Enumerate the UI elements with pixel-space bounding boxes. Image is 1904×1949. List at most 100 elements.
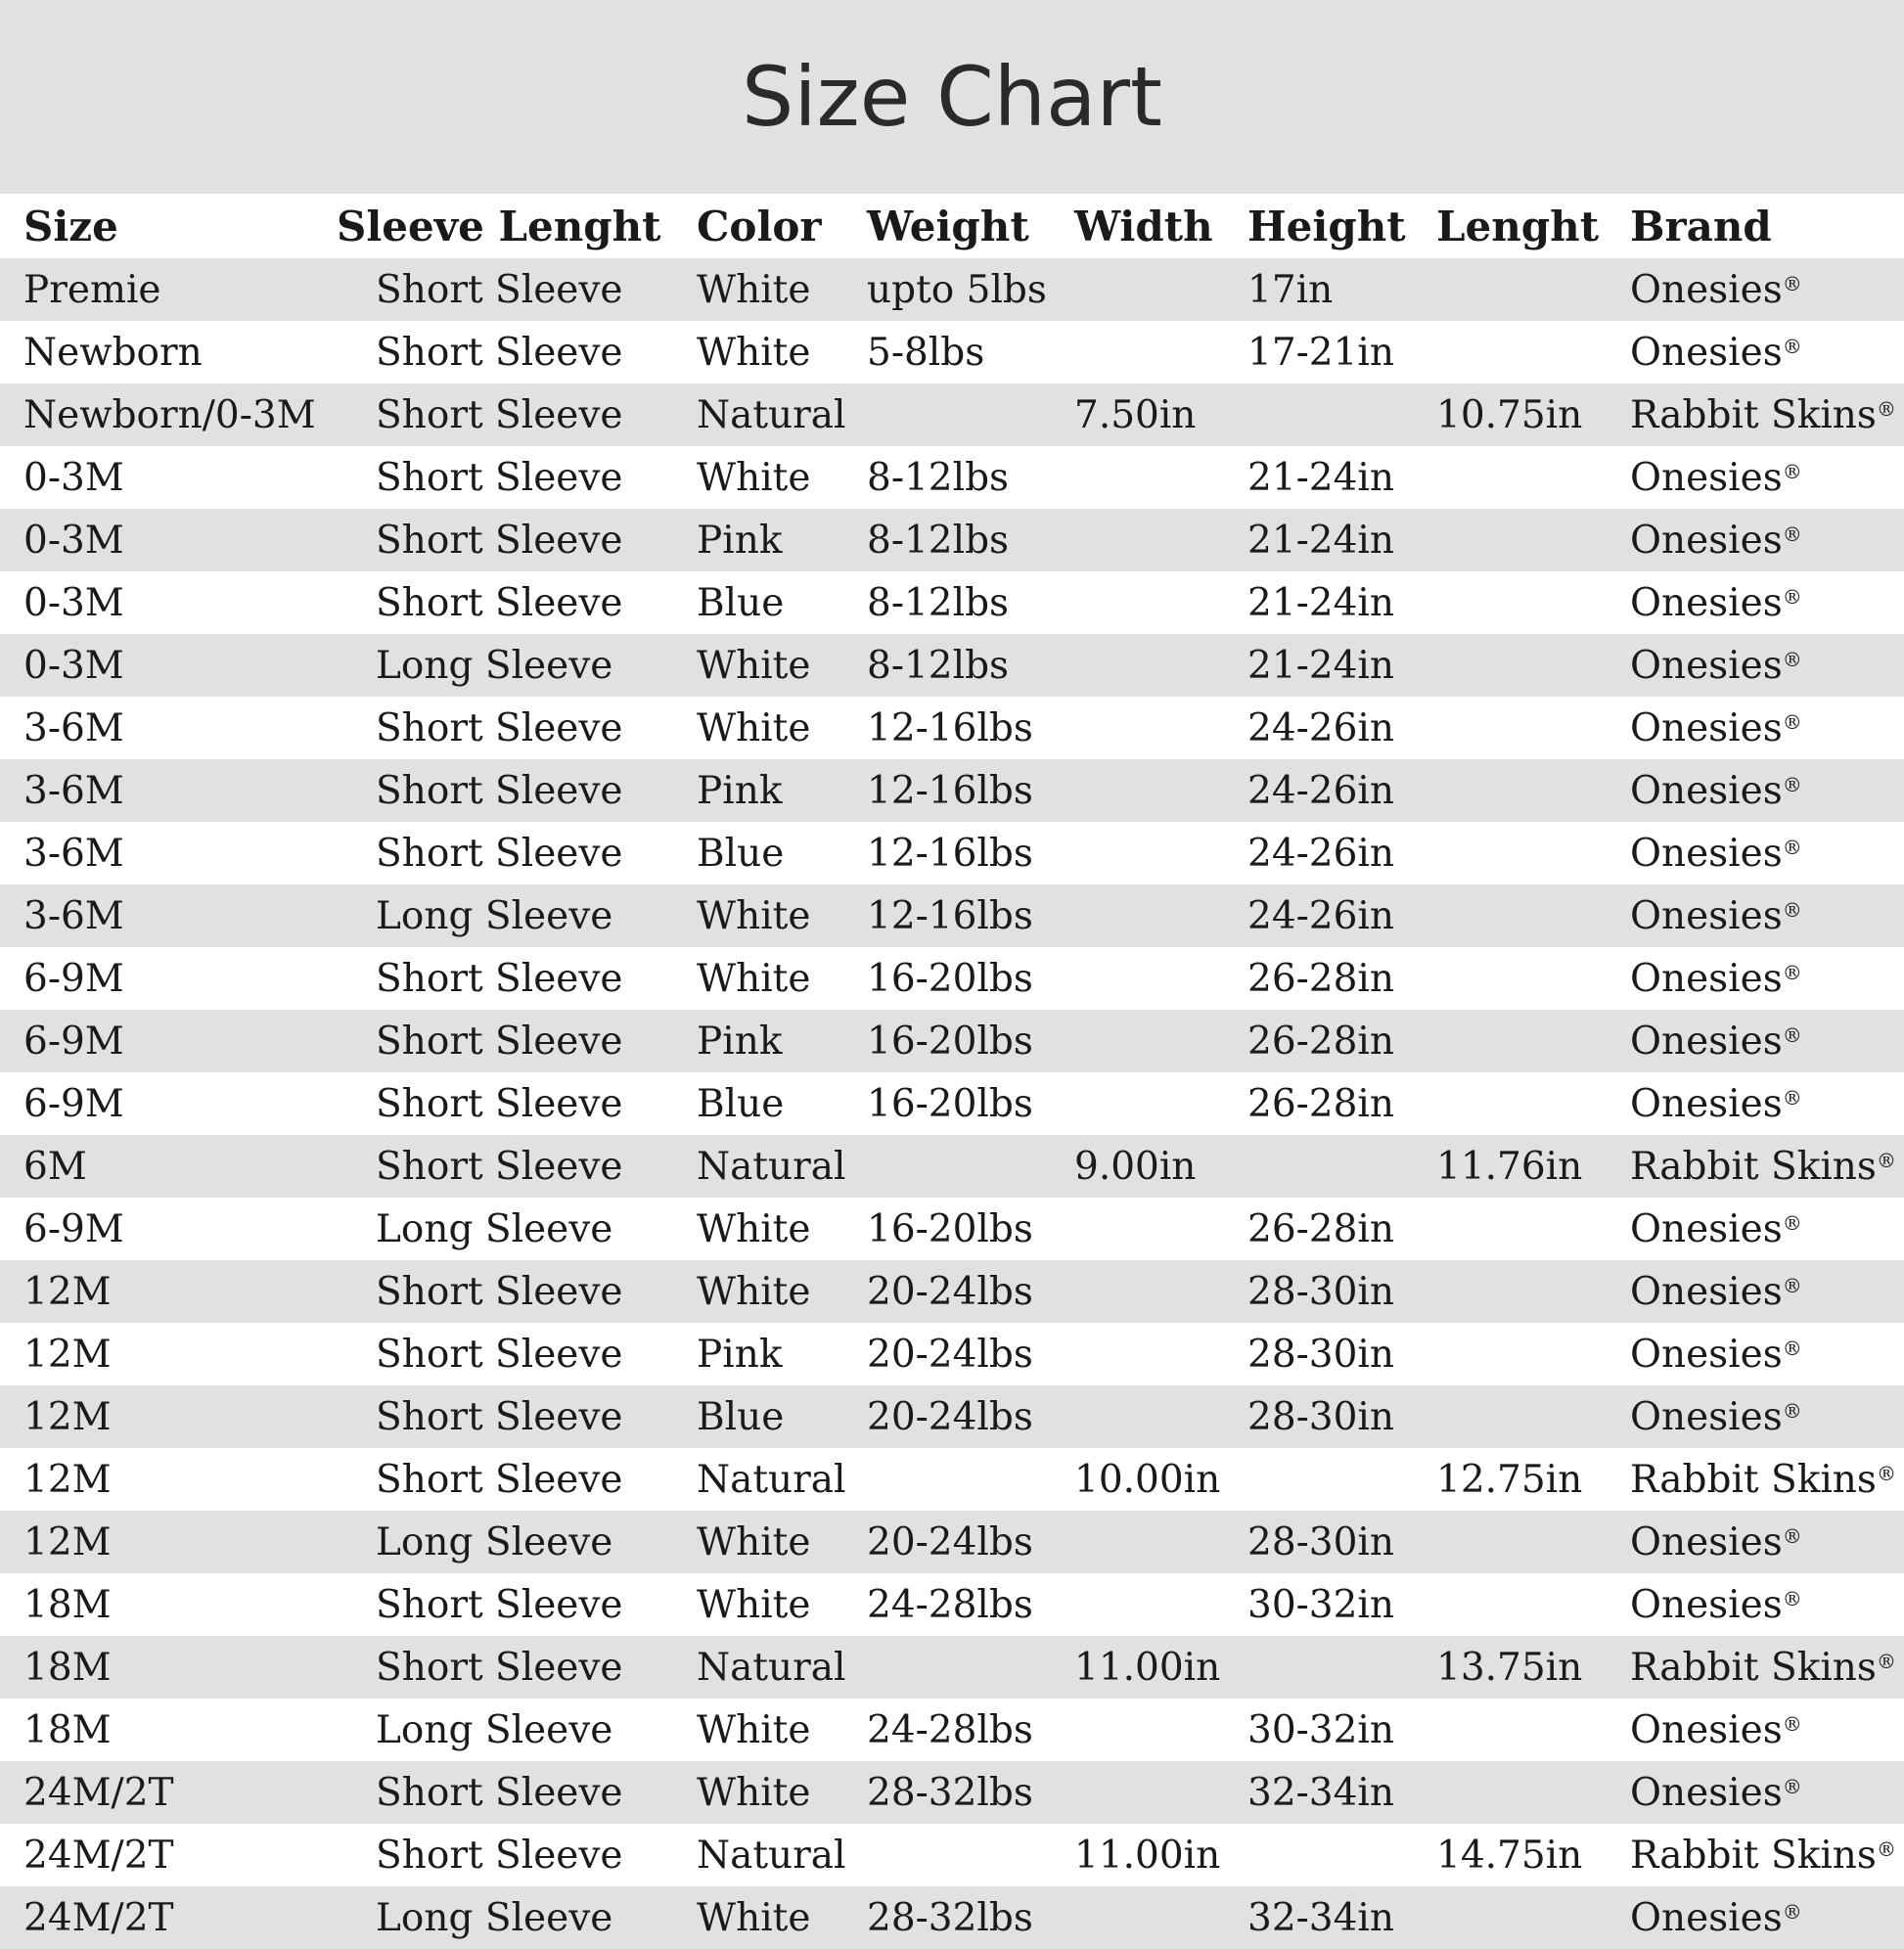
cell-text: 20-24lbs — [867, 1269, 1033, 1314]
table-cell: Onesies ® — [1630, 634, 1802, 697]
table-cell: 6-9M — [23, 947, 124, 1010]
table-row: 24M/2T Short Sleeve White 28-32lbs 32-34in On… — [0, 1761, 1904, 1824]
table-cell: White — [697, 1761, 810, 1824]
table-cell: Short Sleeve — [376, 1385, 623, 1448]
cell-text: Natural — [697, 1645, 846, 1690]
table-cell: 18M — [23, 1573, 112, 1636]
table-cell: 32-34in — [1247, 1886, 1394, 1949]
cell-text: 3-6M — [23, 831, 124, 876]
table-cell: Long Sleeve — [376, 1198, 612, 1260]
cell-text: Short Sleeve — [376, 518, 623, 563]
cell-text: 7.50in — [1074, 392, 1197, 437]
cell-text: 24M/2T — [23, 1770, 174, 1815]
cell-text: upto 5lbs — [867, 267, 1047, 312]
cell-text: Short Sleeve — [376, 831, 623, 876]
registered-mark: ® — [1782, 1086, 1802, 1110]
table-cell: Onesies ® — [1630, 509, 1802, 571]
table-cell: 24-26in — [1247, 697, 1394, 759]
cell-text: 17-21in — [1247, 330, 1395, 375]
column-header: Sleeve Lenght — [337, 202, 661, 250]
cell-text: 6-9M — [23, 1081, 124, 1126]
cell-text: Short Sleeve — [376, 1394, 623, 1439]
cell-text: Onesies — [1630, 330, 1783, 375]
cell-text: Onesies — [1630, 1332, 1783, 1377]
table-cell: Long Sleeve — [376, 634, 612, 697]
table-cell: 0-3M — [23, 571, 124, 634]
table-row: 24M/2T Long Sleeve White 28-32lbs 32-34in One… — [0, 1886, 1904, 1949]
registered-mark: ® — [1876, 1650, 1896, 1673]
table-cell: 24-26in — [1247, 822, 1394, 884]
table-cell: Blue — [697, 1385, 784, 1448]
table-cell: Onesies ® — [1630, 947, 1802, 1010]
table-cell: 0-3M — [23, 446, 124, 509]
cell-text: 6-9M — [23, 1019, 124, 1064]
cell-text: Pink — [697, 1332, 783, 1377]
table-cell: Short Sleeve — [376, 947, 623, 1010]
cell-text: 0-3M — [23, 643, 124, 688]
cell-text: 18M — [23, 1582, 112, 1627]
table-cell: 6-9M — [23, 1072, 124, 1135]
table-cell: Onesies ® — [1630, 1385, 1802, 1448]
cell-text: Natural — [697, 1457, 846, 1502]
table-row: 6-9M Short Sleeve Pink 16-20lbs 26-28in Onesi… — [0, 1010, 1904, 1072]
table-cell: White — [697, 1260, 810, 1323]
cell-text: Onesies — [1630, 956, 1783, 1001]
column-header: Width — [1074, 202, 1213, 250]
cell-text: Onesies — [1630, 1206, 1783, 1251]
cell-text: White — [697, 330, 811, 375]
table-row: Premie Short Sleeve White upto 5lbs 17in Ones… — [0, 258, 1904, 321]
cell-text: Onesies — [1630, 1770, 1783, 1815]
cell-text: 16-20lbs — [867, 956, 1033, 1001]
table-row: 3-6M Short Sleeve Pink 12-16lbs 24-26in Onesi… — [0, 759, 1904, 822]
table-cell: 12M — [23, 1448, 112, 1511]
cell-text: 28-30in — [1247, 1519, 1395, 1564]
cell-text: 24-26in — [1247, 705, 1395, 750]
table-cell: 24-28lbs — [867, 1573, 1033, 1636]
cell-text: Newborn/0-3M — [23, 392, 316, 437]
cell-text: 18M — [23, 1707, 112, 1752]
cell-text: Short Sleeve — [376, 768, 623, 813]
cell-text: Onesies — [1630, 518, 1783, 563]
table-cell: 12-16lbs — [867, 697, 1033, 759]
table-cell: 0-3M — [23, 634, 124, 697]
table-cell: 13.75in — [1436, 1636, 1582, 1699]
cell-text: 11.00in — [1074, 1833, 1221, 1878]
cell-text: White — [697, 1895, 811, 1940]
table-cell: 12-16lbs — [867, 759, 1033, 822]
table-cell: 12M — [23, 1385, 112, 1448]
cell-text: 5-8lbs — [867, 330, 985, 375]
registered-mark: ® — [1782, 1274, 1802, 1297]
cell-text: 21-24in — [1247, 518, 1395, 563]
cell-text: 11.00in — [1074, 1645, 1221, 1690]
registered-mark: ® — [1782, 1524, 1802, 1548]
table-cell: Short Sleeve — [376, 571, 623, 634]
cell-text: Long Sleeve — [376, 893, 613, 938]
cell-text: 26-28in — [1247, 1019, 1395, 1064]
cell-text: Onesies — [1630, 1019, 1783, 1064]
cell-text: Rabbit Skins — [1630, 1144, 1877, 1189]
size-table: Size Sleeve Lenght Color Weight Width Height L… — [0, 194, 1904, 1949]
cell-text: 12M — [23, 1519, 112, 1564]
cell-text: Blue — [697, 831, 785, 876]
table-cell: Short Sleeve — [376, 759, 623, 822]
table-cell: 8-12lbs — [867, 446, 1009, 509]
table-row: 3-6M Long Sleeve White 12-16lbs 24-26in Onesi… — [0, 884, 1904, 947]
table-cell: 14.75in — [1436, 1824, 1582, 1886]
table-cell: 26-28in — [1247, 1198, 1394, 1260]
table-cell: White — [697, 1573, 810, 1636]
table-cell: Short Sleeve — [376, 446, 623, 509]
table-cell: 26-28in — [1247, 1010, 1394, 1072]
cell-text: 26-28in — [1247, 1081, 1395, 1126]
table-cell: 17-21in — [1247, 321, 1394, 384]
table-row: 0-3M Long Sleeve White 8-12lbs 21-24in Onesie… — [0, 634, 1904, 697]
table-cell: 28-30in — [1247, 1323, 1394, 1385]
table-row: 12M Long Sleeve White 20-24lbs 28-30in Onesie… — [0, 1511, 1904, 1573]
registered-mark: ® — [1782, 1337, 1802, 1360]
table-row: 0-3M Short Sleeve Blue 8-12lbs 21-24in Onesie… — [0, 571, 1904, 634]
cell-text: Short Sleeve — [376, 580, 623, 625]
cell-text: 16-20lbs — [867, 1081, 1033, 1126]
cell-text: Long Sleeve — [376, 1895, 613, 1940]
table-cell: White — [697, 697, 810, 759]
table-cell: 3-6M — [23, 884, 124, 947]
table-cell: Onesies ® — [1630, 258, 1802, 321]
